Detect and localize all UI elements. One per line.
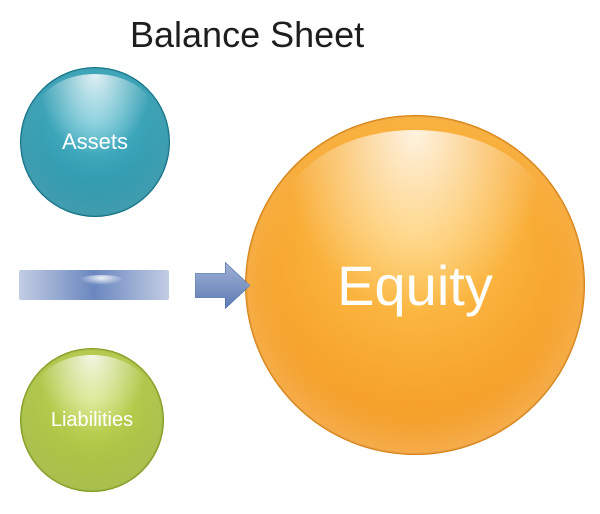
arrow-right-icon [195, 258, 250, 313]
diagram-canvas: Balance Sheet Assets Liabilities Equity [0, 0, 600, 514]
page-title: Balance Sheet [130, 14, 364, 56]
minus-icon [19, 270, 169, 300]
equity-circle: Equity [245, 115, 585, 455]
equity-label: Equity [337, 253, 493, 318]
assets-circle: Assets [20, 67, 170, 217]
assets-label: Assets [62, 129, 128, 155]
liabilities-label: Liabilities [51, 409, 133, 432]
liabilities-circle: Liabilities [20, 348, 164, 492]
